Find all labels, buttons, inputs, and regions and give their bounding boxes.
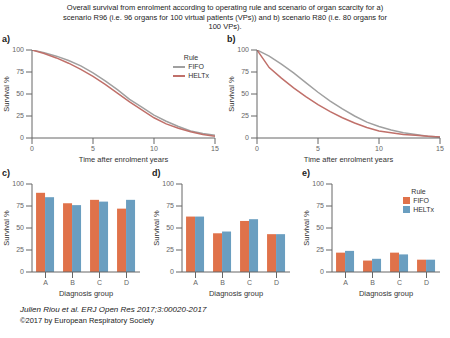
- svg-text:C: C: [247, 279, 252, 286]
- svg-text:C: C: [397, 279, 402, 286]
- svg-text:75: 75: [166, 202, 174, 209]
- svg-text:D: D: [424, 279, 429, 286]
- svg-text:10: 10: [375, 145, 383, 152]
- svg-text:25: 25: [241, 112, 249, 119]
- svg-text:50: 50: [316, 224, 324, 231]
- svg-text:75: 75: [316, 202, 324, 209]
- svg-text:Survival %: Survival %: [8, 210, 11, 246]
- html-text:Julien Riou et al. ERJ Open Re: Julien Riou et al. ERJ Open Res 2017;3:0…: [20, 305, 207, 314]
- svg-text:B: B: [70, 279, 75, 286]
- svg-text:A: A: [193, 279, 198, 286]
- svg-text:Diagnosis group: Diagnosis group: [59, 289, 113, 298]
- html-text:FIFO: FIFO: [413, 197, 430, 204]
- svg-text:A: A: [343, 279, 348, 286]
- html-text:a): a): [2, 34, 10, 44]
- svg-text:0: 0: [245, 134, 249, 141]
- svg-text:100: 100: [312, 180, 324, 187]
- svg-text:A: A: [43, 279, 48, 286]
- html-text:FIFO: FIFO: [188, 63, 205, 70]
- svg-text:50: 50: [241, 90, 249, 97]
- svg-text:0: 0: [30, 145, 34, 152]
- svg-text:Survival %: Survival %: [152, 210, 161, 246]
- svg-text:Survival %: Survival %: [227, 76, 236, 112]
- svg-text:100: 100: [237, 46, 249, 53]
- html-text:b): b): [227, 34, 236, 44]
- svg-text:0: 0: [255, 145, 259, 152]
- html-text:©2017 by European Respiratory: ©2017 by European Respiratory Society: [20, 316, 154, 325]
- svg-text:50: 50: [16, 90, 24, 97]
- svg-text:25: 25: [166, 246, 174, 253]
- html-text:HELTx: HELTx: [413, 206, 434, 213]
- html-text:d): d): [152, 168, 161, 178]
- svg-text:50: 50: [16, 224, 24, 231]
- html-text:Rule: Rule: [183, 54, 199, 61]
- svg-text:15: 15: [436, 145, 442, 152]
- svg-text:100: 100: [12, 180, 24, 187]
- html-text:e): e): [302, 168, 310, 178]
- svg-text:Diagnosis group: Diagnosis group: [209, 289, 263, 298]
- svg-text:0: 0: [320, 268, 324, 275]
- html-text:Rule: Rule: [411, 188, 426, 195]
- svg-text:25: 25: [16, 246, 24, 253]
- svg-text:50: 50: [166, 224, 174, 231]
- svg-text:Survival %: Survival %: [302, 210, 311, 246]
- svg-text:D: D: [274, 279, 279, 286]
- svg-text:Diagnosis group: Diagnosis group: [359, 289, 413, 298]
- html-text:c): c): [2, 168, 10, 178]
- svg-text:5: 5: [91, 145, 95, 152]
- svg-text:0: 0: [20, 268, 24, 275]
- svg-text:100: 100: [12, 46, 24, 53]
- svg-text:5: 5: [316, 145, 320, 152]
- svg-text:15: 15: [211, 145, 219, 152]
- html-text:HELTx: HELTx: [188, 72, 209, 79]
- svg-text:Time after enrolment years: Time after enrolment years: [304, 155, 394, 164]
- svg-text:75: 75: [241, 68, 249, 75]
- svg-text:D: D: [124, 279, 129, 286]
- svg-text:100: 100: [162, 180, 174, 187]
- svg-text:25: 25: [16, 112, 24, 119]
- svg-text:Survival %: Survival %: [8, 76, 11, 112]
- svg-text:75: 75: [16, 68, 24, 75]
- svg-text:B: B: [370, 279, 375, 286]
- svg-text:0: 0: [20, 134, 24, 141]
- svg-text:Time after enrolment years: Time after enrolment years: [79, 155, 169, 164]
- svg-text:25: 25: [316, 246, 324, 253]
- svg-text:C: C: [97, 279, 102, 286]
- html-text:Overall survival from enrolmen: Overall survival from enrolment accordin…: [63, 3, 387, 31]
- svg-text:0: 0: [170, 268, 174, 275]
- svg-text:B: B: [220, 279, 225, 286]
- svg-text:10: 10: [150, 145, 158, 152]
- svg-text:75: 75: [16, 202, 24, 209]
